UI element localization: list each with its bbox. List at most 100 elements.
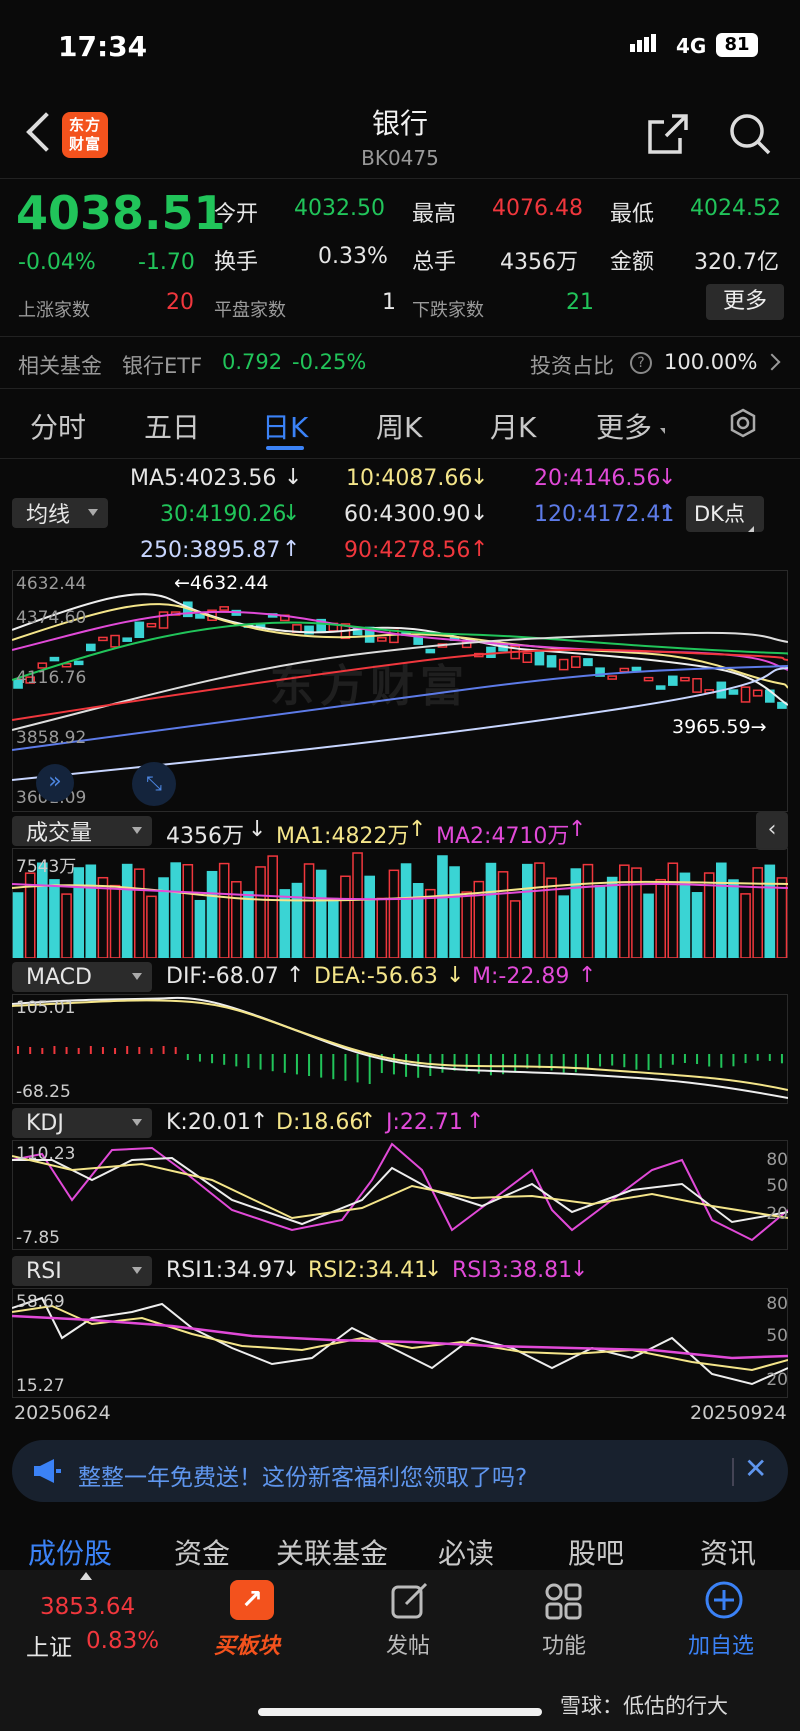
chevron-right-icon[interactable] xyxy=(763,353,781,371)
index-value[interactable]: 3853.64 xyxy=(40,1594,136,1620)
macd-bar xyxy=(635,1054,638,1070)
megaphone-icon xyxy=(34,1459,61,1483)
macd-bar xyxy=(514,1054,517,1072)
tab-must-read[interactable]: 必读 xyxy=(438,1537,495,1570)
kline-candle xyxy=(49,656,60,662)
volume-bar xyxy=(497,871,509,958)
rsi-y-top: 58.69 xyxy=(16,1292,65,1312)
search-icon[interactable] xyxy=(728,112,772,156)
add-watchlist-label[interactable]: 加自选 xyxy=(688,1634,755,1659)
volume-bar xyxy=(376,897,388,958)
caret-icon xyxy=(660,428,665,434)
kline-candle xyxy=(304,625,314,635)
volume-bar xyxy=(109,884,121,958)
macd-y-bottom: -68.25 xyxy=(16,1082,71,1102)
signal-icon xyxy=(630,34,656,52)
buy-sector-label[interactable]: 买板块 xyxy=(214,1634,281,1659)
collapse-icon[interactable]: ‹ xyxy=(756,812,788,850)
macd-selector[interactable]: MACD xyxy=(12,962,152,992)
volume-bar xyxy=(643,893,654,958)
down-arrow-icon: ↓ xyxy=(282,501,301,526)
kline-candle xyxy=(122,637,132,642)
kline-candle xyxy=(486,646,496,659)
add-watchlist-icon[interactable] xyxy=(704,1580,744,1620)
fund-name[interactable]: 银行ETF xyxy=(122,354,203,378)
macd-bar xyxy=(174,1047,177,1054)
tab-news[interactable]: 资讯 xyxy=(700,1537,757,1570)
kline-y2: 4374.60 xyxy=(16,608,87,628)
ma90-value: 90:4278.56 xyxy=(344,538,471,563)
help-icon[interactable]: ? xyxy=(630,352,652,374)
more-button[interactable]: 更多 xyxy=(706,284,784,320)
post-icon[interactable] xyxy=(390,1582,430,1620)
low-value: 4024.52 xyxy=(690,196,781,221)
macd-bar xyxy=(586,1054,589,1070)
up-arrow-icon: ↑ xyxy=(282,537,301,562)
macd-bar xyxy=(308,1054,311,1076)
kline-chart-frame[interactable] xyxy=(12,570,788,812)
macd-bar xyxy=(271,1054,274,1072)
volume-bar xyxy=(728,879,739,958)
volume-value: 4356万 xyxy=(166,824,244,849)
tab-components[interactable]: 成份股 xyxy=(28,1537,113,1570)
kline-candle xyxy=(195,613,205,619)
down-arrow-icon: ↓ xyxy=(470,501,489,526)
volume-y-top: 7543万 xyxy=(16,857,77,877)
rsi-2: RSI2:34.41 xyxy=(308,1258,429,1283)
kline-candle xyxy=(740,686,751,703)
rsi-selector[interactable]: RSI xyxy=(12,1256,152,1286)
tab-fenshi[interactable]: 分时 xyxy=(30,411,87,444)
expand-icon[interactable]: » xyxy=(36,764,74,802)
kline-candle xyxy=(571,655,581,669)
post-label[interactable]: 发帖 xyxy=(386,1634,431,1659)
macd-bar xyxy=(162,1046,165,1054)
tab-funds-flow[interactable]: 资金 xyxy=(174,1537,231,1570)
kline-candle xyxy=(377,636,387,642)
kline-candle xyxy=(413,636,423,645)
ma-selector[interactable]: 均线 xyxy=(12,498,108,528)
volume-bar xyxy=(594,885,606,958)
macd-bar xyxy=(211,1054,214,1064)
status-time: 17:34 xyxy=(58,30,148,63)
close-icon[interactable]: ✕ xyxy=(744,1452,768,1485)
macd-bar xyxy=(114,1048,117,1054)
ma5-value: MA5:4023.56 xyxy=(130,466,277,491)
ma20-value: 20:4146.56 xyxy=(534,466,661,491)
kdj-r50: 50 xyxy=(766,1176,788,1196)
dk-point-button[interactable]: DK点 xyxy=(686,496,764,532)
volume-bar xyxy=(400,863,412,958)
macd-bar xyxy=(235,1054,238,1067)
volume-bar xyxy=(631,867,642,958)
tab-forum[interactable]: 股吧 xyxy=(568,1537,625,1570)
macd-bar xyxy=(41,1048,44,1054)
down-arrow-icon: ↓ xyxy=(284,465,303,490)
macd-plot xyxy=(12,996,788,1099)
volume-bar xyxy=(425,888,436,958)
tab-rik[interactable]: 日K xyxy=(262,411,309,444)
volume-selector[interactable]: 成交量 xyxy=(12,816,152,846)
kdj-selector[interactable]: KDJ xyxy=(12,1108,152,1138)
macd-bar xyxy=(126,1046,129,1054)
kline-candle xyxy=(583,658,593,667)
ratio-value: 100.00% xyxy=(664,350,758,374)
banner-text[interactable]: 整整一年免费送！这份新客福利您领取了吗? xyxy=(78,1465,528,1491)
tab-yuek[interactable]: 月K xyxy=(490,411,537,444)
settings-icon[interactable] xyxy=(728,408,758,438)
kline-candle xyxy=(595,667,605,677)
buy-sector-icon[interactable]: ↗ xyxy=(230,1580,274,1620)
kline-candle xyxy=(25,676,35,684)
date-start: 20250624 xyxy=(14,1402,111,1424)
function-icon[interactable] xyxy=(544,1582,584,1620)
zoom-icon[interactable]: ⤡ xyxy=(132,762,176,806)
function-label[interactable]: 功能 xyxy=(542,1634,587,1659)
tab-related-funds[interactable]: 关联基金 xyxy=(276,1537,389,1570)
rsi-r80: 80 xyxy=(766,1294,788,1314)
tab-wuri[interactable]: 五日 xyxy=(144,411,201,444)
share-icon[interactable] xyxy=(646,112,690,156)
macd-bar xyxy=(150,1048,153,1054)
tab-more[interactable]: 更多 xyxy=(596,411,653,444)
promo-banner[interactable] xyxy=(12,1440,788,1502)
volume-bar xyxy=(412,883,424,958)
rsi-r20: 20 xyxy=(766,1370,788,1390)
tab-zhouk[interactable]: 周K xyxy=(376,411,423,444)
